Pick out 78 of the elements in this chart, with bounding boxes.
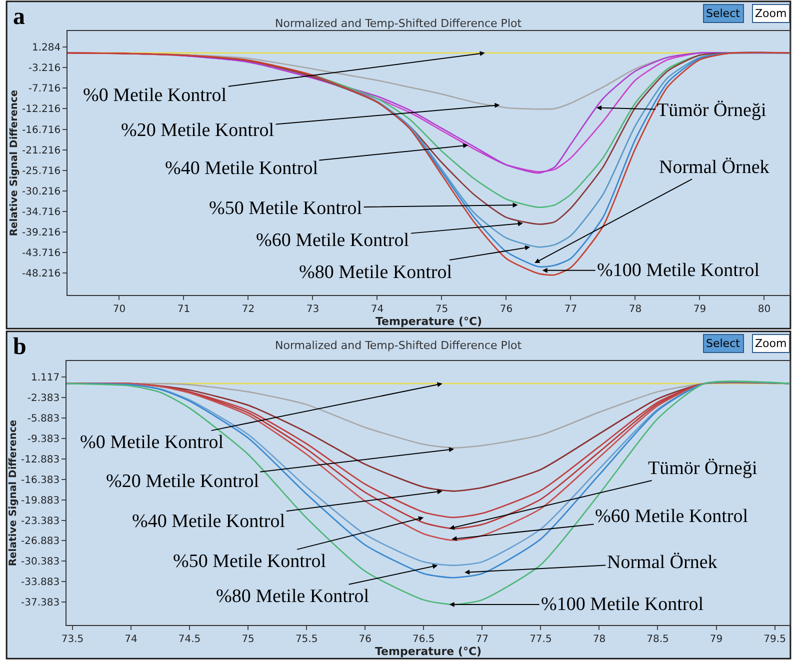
x-tick-label: 75 [242,634,254,645]
annotation: %0 Metile Kontrol [80,432,224,453]
y-tick-label: 1.117 [30,372,60,384]
x-tick-label: 77 [476,634,489,645]
annotation: %20 Metile Kontrol [121,120,274,141]
x-tick-label: 73.5 [61,634,84,645]
text: a [13,4,25,30]
x-tick-label: 73 [306,304,320,315]
text: Zoom [755,7,787,20]
annotation: Normal Örnek [607,552,718,573]
y-tick-label: -12.216 [22,104,61,116]
y-tick-label: -2.383 [27,393,60,404]
x-tick-label: 79.5 [764,634,786,645]
text: Select [706,337,741,350]
y-tick-label: -21.216 [22,145,61,156]
y-axis-title: Relative Signal Difference [8,420,19,566]
y-tick-label: -12.883 [21,454,60,466]
annotation: %40 Metile Kontrol [165,158,318,179]
y-tick-label: -7.716 [28,84,61,95]
y-tick-label: -37.383 [21,598,60,609]
y-tick-label: -30.216 [22,186,61,198]
x-tick-label: 70 [112,304,126,315]
y-tick-label: -33.883 [21,577,60,588]
x-tick-label: 71 [177,304,190,315]
x-tick-label: 75 [435,304,448,315]
annotation: %20 Metile Kontrol [106,471,260,492]
annotation: %80 Metile Kontrol [216,586,370,607]
x-tick-label: 76.5 [412,634,435,645]
x-tick-label: 78 [628,304,642,315]
y-axis-title: Relative Signal Difference [8,90,20,236]
annotation: %80 Metile Kontrol [299,262,452,283]
annotation: %100 Metile Kontrol [541,594,704,615]
x-tick-label: 78 [592,634,606,645]
y-tick-label: -48.216 [22,268,61,280]
y-tick-label: -16.383 [21,474,60,486]
annotation: Normal Örnek [659,157,770,178]
x-tick-label: 79 [710,634,723,645]
x-tick-label: 74 [124,634,138,645]
x-tick-label: 72 [242,304,255,315]
text: b [13,334,26,360]
x-tick-label: 77.5 [530,634,552,645]
y-tick-label: -39.216 [22,228,61,239]
x-tick-label: 79 [693,304,706,315]
x-tick-label: 78.5 [646,634,669,645]
x-tick-label: 74.5 [178,634,201,645]
annotation: %100 Metile Kontrol [597,260,760,281]
annotation: Tümör Örneği [657,100,766,121]
y-tick-label: -23.383 [21,516,60,527]
annotation: %0 Metile Kontrol [83,85,227,106]
annotation: %50 Metile Kontrol [209,198,362,219]
y-tick-label: -34.716 [22,206,61,218]
text: Zoom [755,337,787,350]
x-tick-label: 76 [358,634,372,645]
chart-title: Normalized and Temp-Shifted Difference Plot [275,17,522,30]
x-tick-label: 74 [370,304,384,315]
y-tick-label: -9.383 [27,434,60,445]
x-axis-title: Temperature (°C) [375,645,482,658]
chart-title: Normalized and Temp-Shifted Difference Plot [275,339,522,352]
y-tick-label: -43.716 [22,248,61,260]
y-tick-label: -26.883 [21,536,60,548]
x-tick-label: 80 [758,304,771,315]
x-tick-label: 77 [564,304,578,315]
annotation: %50 Metile Kontrol [173,551,326,572]
annotation: %60 Metile Kontrol [256,230,410,251]
y-tick-label: -19.883 [21,495,60,506]
y-tick-label: -3.216 [28,63,61,74]
text: Select [706,7,741,20]
y-tick-label: -5.883 [27,413,60,424]
annotation: %60 Metile Kontrol [595,506,748,527]
y-tick-label: -25.716 [22,166,61,177]
x-axis-title: Temperature (°C) [376,315,482,328]
annotation: Tümör Örneği [648,458,758,479]
x-tick-label: 76 [500,304,513,315]
y-tick-label: -16.716 [22,124,61,136]
x-tick-label: 75.5 [295,634,318,645]
y-tick-label: -30.383 [21,556,60,568]
annotation: %40 Metile Kontrol [132,511,286,532]
y-tick-label: 1.284 [32,42,61,54]
